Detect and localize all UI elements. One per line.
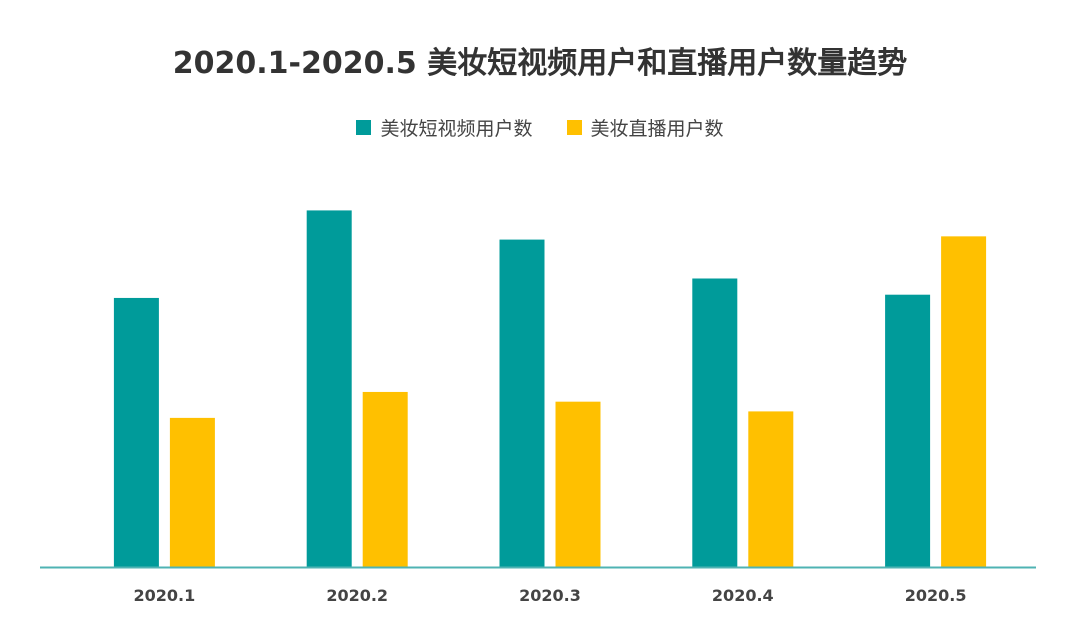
legend-label-short-video: 美妆短视频用户数 (380, 118, 533, 140)
bar-live-2020.4 (748, 411, 794, 567)
x-tick-label: 2020.1 (134, 586, 196, 605)
bar-short-video-2020.1 (113, 297, 159, 567)
bar-live-2020.2 (362, 391, 408, 567)
bar-live-2020.3 (555, 401, 601, 567)
legend: 美妆短视频用户数 美妆直播用户数 (0, 114, 1080, 141)
chart-title: 2020.1-2020.5 美妆短视频用户和直播用户数量趋势 (172, 46, 908, 81)
legend-swatch-short-video (356, 120, 372, 135)
x-tick-label: 2020.4 (712, 586, 774, 605)
legend-item-short-video: 美妆短视频用户数 (356, 114, 533, 141)
legend-item-live: 美妆直播用户数 (566, 114, 724, 141)
x-tick-label: 2020.2 (326, 586, 388, 605)
x-tick-label: 2020.3 (519, 586, 581, 605)
bar-live-2020.5 (941, 236, 987, 567)
bar-live-2020.1 (169, 417, 215, 567)
bar-short-video-2020.4 (692, 278, 738, 567)
bar-short-video-2020.5 (885, 294, 931, 567)
bar-short-video-2020.3 (499, 239, 545, 567)
x-tick-label: 2020.5 (905, 586, 967, 605)
bar-short-video-2020.2 (306, 210, 352, 567)
legend-label-live: 美妆直播用户数 (590, 118, 724, 140)
legend-swatch-live (566, 120, 582, 135)
